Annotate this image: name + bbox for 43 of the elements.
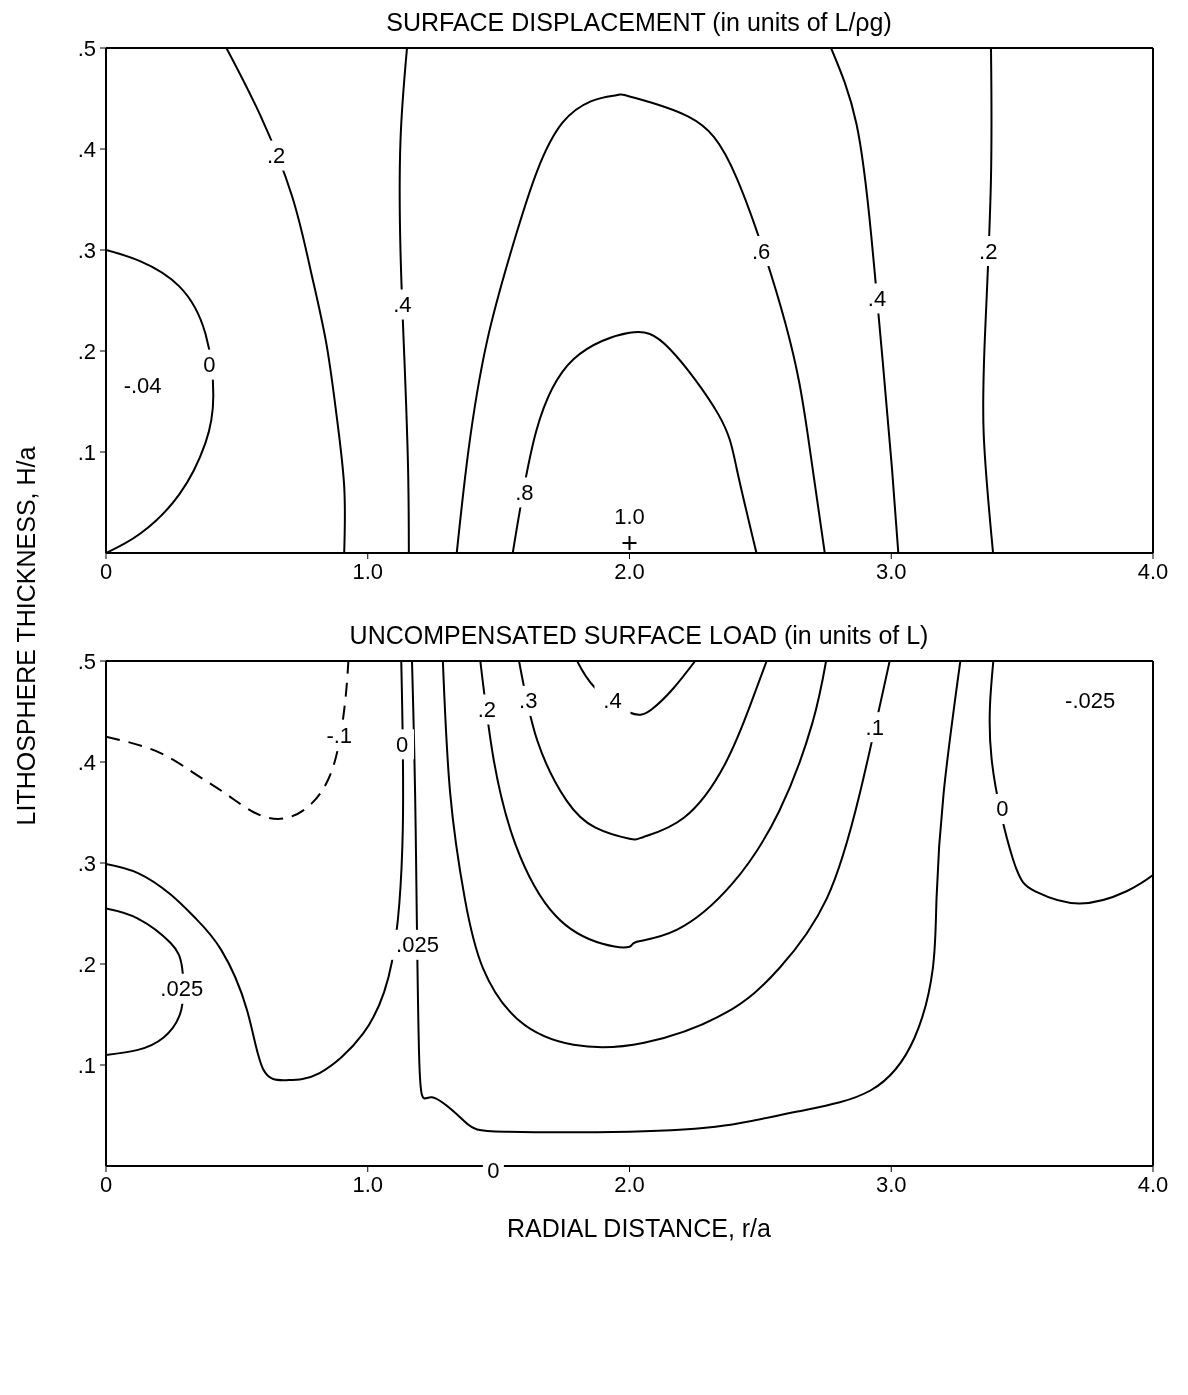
y-tick-label: .5 (77, 35, 96, 61)
x-axis-title: RADIAL DISTANCE, r/a (506, 1214, 772, 1243)
x-tick-label: 0 (99, 558, 113, 584)
chart-title: UNCOMPENSATED SURFACE LOAD (in units of L) (348, 621, 930, 650)
series-label: .2 (979, 238, 998, 264)
series-label: .025 (160, 976, 204, 1002)
x-tick-label: 1.0 (352, 1171, 384, 1197)
series-label: .6 (751, 238, 771, 264)
series-label: 0 (996, 796, 1009, 822)
y-tick-label: .4 (77, 136, 96, 162)
series-label: 1.0 (614, 504, 645, 530)
y-tick-label: .1 (77, 1052, 96, 1078)
annotation: -.025 (1061, 688, 1120, 714)
y-tick-label: .2 (77, 951, 96, 977)
x-tick-label: 3.0 (875, 1171, 907, 1197)
x-tick-label: 3.0 (875, 558, 907, 584)
y-tick-label: .1 (77, 439, 96, 465)
y-axis-title: LITHOSPHERE THICKNESS, H/a (11, 446, 41, 825)
x-tick-label: 4.0 (1137, 558, 1169, 584)
x-tick-label: 4.0 (1137, 1171, 1169, 1197)
series-label: .4 (393, 292, 412, 318)
series-label: .4 (867, 285, 887, 311)
y-tick-label: .3 (77, 237, 96, 263)
annotation: -.04 (119, 373, 166, 399)
y-tick-label: .5 (77, 648, 96, 674)
series-label: .3 (519, 688, 538, 714)
series-label: .1 (865, 714, 884, 740)
series-label: .4 (603, 687, 622, 713)
y-tick-label: .2 (77, 338, 96, 364)
series-label: 0 (203, 352, 216, 378)
x-tick-label: 0 (99, 1171, 113, 1197)
series-label: .2 (266, 143, 286, 169)
x-tick-label: 2.0 (614, 1171, 645, 1197)
x-tick-label: 1.0 (352, 558, 384, 584)
x-tick-label: 2.0 (614, 558, 645, 584)
series-label: 0 (395, 731, 409, 757)
series-label: -.1 (326, 722, 353, 748)
y-tick-label: .4 (77, 749, 96, 775)
y-tick-label: .3 (77, 850, 96, 876)
series-label: .8 (515, 479, 534, 505)
series-label: .025 (396, 932, 439, 958)
series-label: .2 (477, 696, 497, 722)
chart-title: SURFACE DISPLACEMENT (in units of L/ρg) (385, 8, 893, 37)
